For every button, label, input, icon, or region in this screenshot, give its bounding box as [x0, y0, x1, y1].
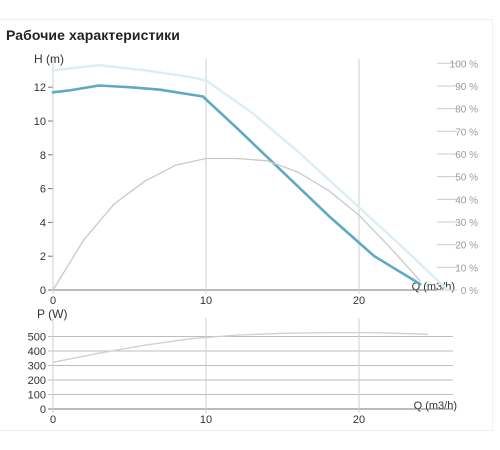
- y2-tick-label: 90 %: [455, 82, 478, 93]
- power-y-tick-label: 500: [28, 332, 46, 344]
- power-series: [52, 331, 428, 363]
- efficiency-curve: [52, 157, 421, 291]
- power-y-tick-label: 400: [28, 346, 46, 358]
- power-x-tick-label: 0: [50, 414, 56, 426]
- y-tick-label: 4: [40, 217, 46, 229]
- power-y-tick-label: 100: [28, 390, 46, 402]
- y-axis-label: H (m): [34, 52, 64, 66]
- head-axes: 0 2 4 6 8 10 12 0 10 20 0 % 10 % 20 % 30 % 40 % 50 % 60 …: [34, 59, 478, 307]
- y2-tick-label: 40 %: [455, 195, 478, 206]
- x-tick-label: 20: [353, 295, 365, 307]
- y2-tick-label: 70 %: [455, 127, 478, 138]
- power-axes: 0 100 200 300 400 500 0 10 20: [28, 318, 453, 426]
- y2-tick-label: 80 %: [455, 105, 478, 116]
- y2-tick-label: 50 %: [455, 173, 478, 184]
- y-tick-label: 8: [40, 150, 46, 162]
- head-max-curve: [51, 63, 449, 292]
- head-series: [51, 63, 449, 292]
- y-tick-label: 0: [40, 285, 46, 297]
- y2-tick-label: 100 %: [450, 59, 478, 70]
- power-x-tick-label: 10: [200, 414, 212, 426]
- page-title: Рабочие характеристики: [6, 27, 180, 43]
- y2-tick-label: 60 %: [455, 150, 478, 161]
- y2-tick-label: 20 %: [455, 241, 478, 252]
- y-tick-label: 2: [40, 251, 46, 263]
- x-tick-label: 10: [200, 295, 212, 307]
- power-curve: [52, 331, 428, 363]
- power-x-tick-label: 20: [353, 414, 365, 426]
- power-y-tick-label: 200: [28, 375, 46, 387]
- power-chart: P (W) Q (m3/h) 0 100 200 300 400 500 0 10 20: [28, 307, 457, 426]
- y2-tick-label: 30 %: [455, 218, 478, 229]
- y2-tick-label: 10 %: [455, 263, 478, 274]
- y2-tick-label: 0 %: [461, 286, 478, 297]
- y-tick-label: 12: [34, 82, 46, 94]
- x-tick-label: 0: [50, 295, 56, 307]
- power-y-tick-label: 300: [28, 361, 46, 373]
- y-tick-label: 6: [40, 184, 46, 196]
- power-y-tick-label: 0: [40, 404, 46, 416]
- head-curve: [51, 84, 422, 286]
- power-x-axis-label: Q (m3/h): [414, 400, 457, 412]
- p-axis-label: P (W): [37, 307, 67, 321]
- y-tick-label: 10: [34, 116, 46, 128]
